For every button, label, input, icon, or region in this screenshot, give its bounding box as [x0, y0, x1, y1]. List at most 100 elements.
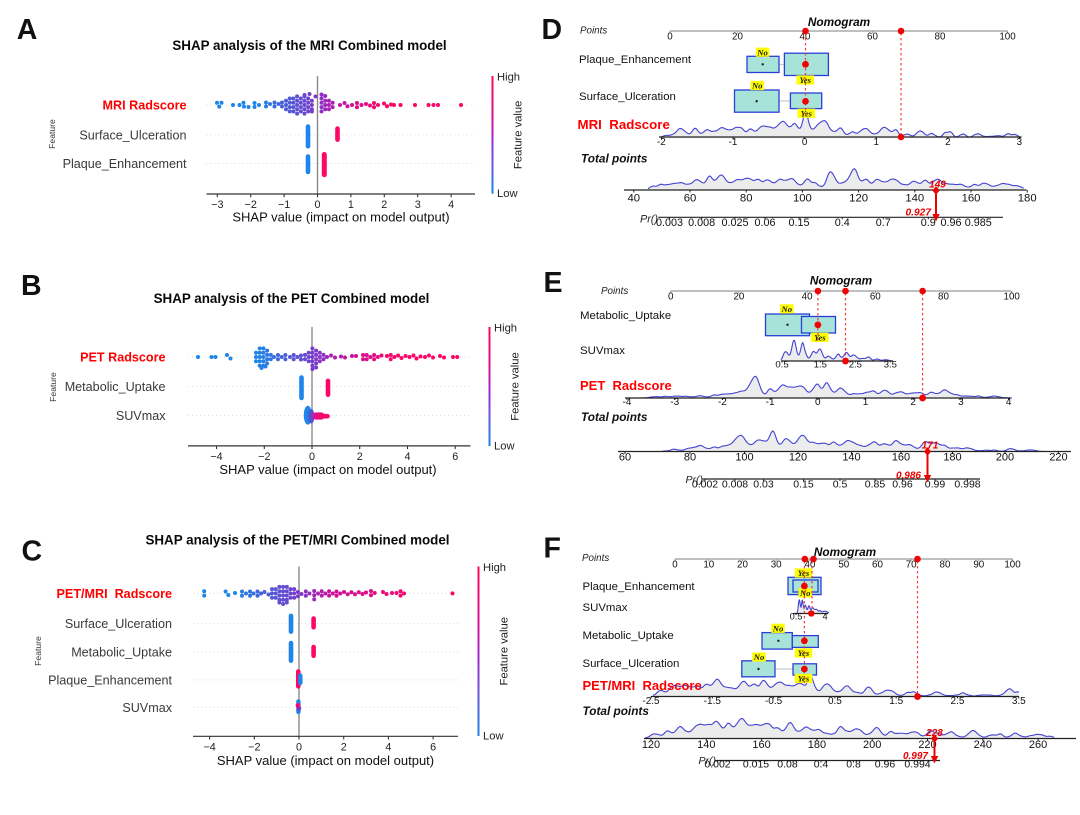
- svg-text:−1: −1: [278, 199, 290, 211]
- svg-text:Feature value: Feature value: [498, 617, 510, 685]
- svg-text:−2: −2: [248, 741, 260, 753]
- svg-text:-1.5: -1.5: [704, 696, 722, 707]
- svg-text:SUVmax: SUVmax: [580, 345, 625, 357]
- svg-text:10: 10: [703, 559, 714, 570]
- svg-text:SHAP value (impact on model ou: SHAP value (impact on model output): [219, 462, 436, 477]
- svg-text:D: D: [542, 14, 563, 46]
- svg-text:Feature: Feature: [48, 372, 58, 402]
- svg-text:-3: -3: [670, 397, 679, 408]
- svg-text:PET Radscore: PET Radscore: [80, 351, 165, 365]
- svg-text:Points: Points: [601, 286, 628, 297]
- svg-text:0.008: 0.008: [688, 217, 715, 229]
- svg-text:B: B: [21, 270, 42, 302]
- svg-text:40: 40: [805, 559, 816, 570]
- svg-text:120: 120: [789, 452, 807, 464]
- svg-text:100: 100: [999, 31, 1016, 42]
- svg-text:Plaque_Enhancement: Plaque_Enhancement: [579, 54, 692, 66]
- svg-text:1.5: 1.5: [814, 360, 827, 371]
- svg-text:0.9: 0.9: [921, 217, 936, 229]
- svg-text:0: 0: [668, 291, 674, 302]
- svg-text:3.5: 3.5: [884, 360, 897, 371]
- svg-text:Plaque_Enhancement: Plaque_Enhancement: [63, 157, 187, 171]
- svg-text:0.5: 0.5: [828, 696, 842, 707]
- svg-text:SHAP value (impact on model ou: SHAP value (impact on model output): [217, 753, 434, 768]
- svg-text:0.96: 0.96: [892, 479, 913, 491]
- svg-text:−4: −4: [203, 741, 215, 753]
- svg-text:140: 140: [842, 452, 860, 464]
- svg-text:171: 171: [922, 441, 939, 452]
- svg-text:C: C: [22, 536, 43, 568]
- svg-text:0.4: 0.4: [835, 217, 850, 229]
- svg-text:Low: Low: [497, 188, 518, 200]
- svg-text:-2.5: -2.5: [642, 696, 660, 707]
- svg-text:Surface_Ulceration: Surface_Ulceration: [79, 129, 186, 143]
- svg-text:0: 0: [296, 741, 302, 753]
- svg-text:−4: −4: [210, 451, 222, 463]
- svg-text:50: 50: [838, 559, 849, 570]
- svg-text:Total points: Total points: [581, 410, 648, 424]
- svg-text:Points: Points: [580, 26, 607, 37]
- svg-text:0.985: 0.985: [965, 217, 992, 229]
- svg-text:Feature value: Feature value: [512, 101, 524, 169]
- svg-text:No: No: [753, 652, 765, 662]
- svg-text:0.8: 0.8: [846, 759, 861, 771]
- svg-text:Yes: Yes: [814, 332, 826, 342]
- svg-text:2: 2: [381, 199, 387, 211]
- svg-text:SUVmax: SUVmax: [122, 701, 172, 715]
- svg-text:100: 100: [735, 452, 753, 464]
- svg-text:Low: Low: [483, 731, 504, 743]
- svg-text:180: 180: [1018, 193, 1037, 205]
- svg-text:70: 70: [906, 559, 917, 570]
- svg-text:0.08: 0.08: [777, 759, 798, 771]
- svg-text:40: 40: [628, 193, 641, 205]
- svg-text:Surface_Ulceration: Surface_Ulceration: [583, 658, 680, 670]
- svg-text:0.4: 0.4: [814, 759, 829, 771]
- svg-text:0: 0: [309, 451, 315, 463]
- svg-text:1: 1: [348, 199, 354, 211]
- svg-text:Points: Points: [582, 553, 609, 564]
- svg-text:0.85: 0.85: [865, 479, 886, 491]
- svg-text:E: E: [544, 267, 563, 299]
- svg-text:SHAP value (impact on model ou: SHAP value (impact on model output): [232, 210, 449, 225]
- svg-text:Nomogram: Nomogram: [810, 274, 872, 288]
- svg-text:40: 40: [802, 291, 813, 302]
- svg-text:220: 220: [1049, 452, 1067, 464]
- svg-text:0.7: 0.7: [876, 217, 891, 229]
- svg-text:2.5: 2.5: [951, 696, 965, 707]
- svg-text:0: 0: [667, 31, 673, 42]
- svg-text:Yes: Yes: [801, 108, 813, 118]
- svg-text:Metabolic_Uptake: Metabolic_Uptake: [580, 310, 671, 322]
- svg-text:SUVmax: SUVmax: [583, 602, 628, 614]
- svg-text:0: 0: [314, 199, 320, 211]
- svg-text:-1: -1: [766, 397, 775, 408]
- svg-text:0.96: 0.96: [940, 217, 961, 229]
- svg-text:240: 240: [974, 739, 992, 751]
- svg-text:-0.5: -0.5: [765, 696, 783, 707]
- svg-text:120: 120: [642, 739, 660, 751]
- svg-text:−2: −2: [258, 451, 270, 463]
- svg-text:0.015: 0.015: [743, 759, 769, 771]
- svg-text:0.96: 0.96: [875, 759, 896, 771]
- svg-text:SHAP analysis of the PET Combi: SHAP analysis of the PET Combined model: [154, 291, 430, 306]
- svg-text:2.5: 2.5: [849, 360, 862, 371]
- svg-text:60: 60: [872, 559, 883, 570]
- svg-text:2: 2: [341, 741, 347, 753]
- svg-text:0: 0: [815, 397, 821, 408]
- svg-text:140: 140: [905, 193, 924, 205]
- svg-text:0: 0: [802, 137, 808, 148]
- svg-text:20: 20: [732, 31, 743, 42]
- svg-text:160: 160: [962, 193, 981, 205]
- svg-text:Pr(): Pr(): [686, 474, 704, 486]
- svg-text:MRI Radscore: MRI Radscore: [103, 99, 187, 113]
- svg-text:4: 4: [404, 451, 410, 463]
- svg-text:0.003: 0.003: [656, 217, 683, 229]
- svg-text:0.002: 0.002: [692, 479, 718, 491]
- svg-text:Surface_Ulceration: Surface_Ulceration: [579, 91, 676, 103]
- svg-text:90: 90: [973, 559, 984, 570]
- svg-text:260: 260: [1029, 739, 1047, 751]
- svg-text:SUVmax: SUVmax: [116, 409, 166, 423]
- svg-text:4: 4: [385, 741, 391, 753]
- svg-text:Total points: Total points: [583, 704, 650, 718]
- svg-text:100: 100: [1004, 291, 1021, 302]
- svg-text:3: 3: [1017, 137, 1023, 148]
